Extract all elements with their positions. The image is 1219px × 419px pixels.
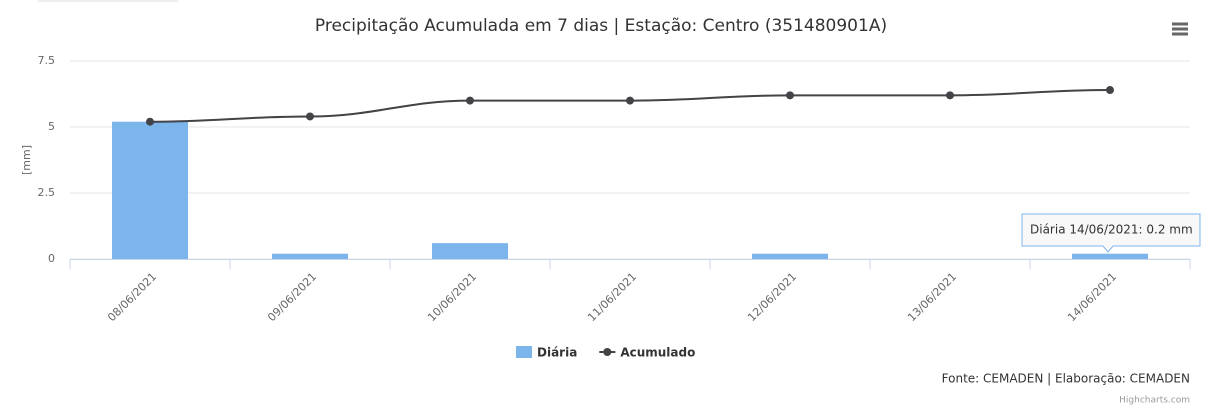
- chart-title: Precipitação Acumulada em 7 dias | Estaç…: [315, 16, 887, 36]
- legend-symbol: [516, 346, 532, 358]
- decor: [38, 0, 178, 2]
- x-tick-label: 08/06/2021: [105, 270, 159, 324]
- y-tick-label: 7.5: [38, 54, 56, 67]
- legend-label: Acumulado: [620, 346, 695, 360]
- x-tick-label: 10/06/2021: [425, 270, 479, 324]
- legend-symbol: [603, 348, 612, 356]
- bar: [432, 243, 508, 259]
- line-point: [466, 96, 474, 105]
- tooltip: Diária 14/06/2021: 0.2 mm: [1021, 213, 1201, 253]
- tooltip-text: Diária 14/06/2021: 0.2 mm: [1030, 223, 1193, 237]
- tooltip-box: [1021, 213, 1201, 253]
- bar: [752, 253, 828, 259]
- bar: [1072, 253, 1148, 259]
- line: [149, 89, 1111, 123]
- line-point: [626, 96, 634, 105]
- x-tick-label: 13/06/2021: [905, 270, 959, 324]
- legend: Diária Acumulado: [516, 346, 695, 360]
- y-tick-label: 5: [48, 120, 55, 133]
- y-tick-label: 2.5: [38, 186, 56, 199]
- line-point: [946, 91, 954, 100]
- line-point: [146, 117, 154, 126]
- line-point: [786, 91, 794, 100]
- x-tick-label: 11/06/2021: [585, 270, 639, 324]
- legend-label: Diária: [537, 346, 577, 360]
- line-point: [1106, 86, 1114, 95]
- credits-link[interactable]: Highcharts.com: [1119, 396, 1190, 406]
- y-axis-label: [mm]: [20, 145, 33, 175]
- x-tick-label: 12/06/2021: [745, 270, 799, 324]
- menu-button[interactable]: [1172, 22, 1188, 36]
- bar: [112, 121, 188, 259]
- credits: Fonte: CEMADEN | Elaboração: CEMADEN: [942, 372, 1190, 386]
- y-tick-label: 0: [48, 252, 55, 265]
- x-tick-label: 14/06/2021: [1065, 270, 1119, 324]
- bar: [272, 253, 348, 259]
- x-tick-label: 09/06/2021: [265, 270, 319, 324]
- line-point: [306, 112, 314, 121]
